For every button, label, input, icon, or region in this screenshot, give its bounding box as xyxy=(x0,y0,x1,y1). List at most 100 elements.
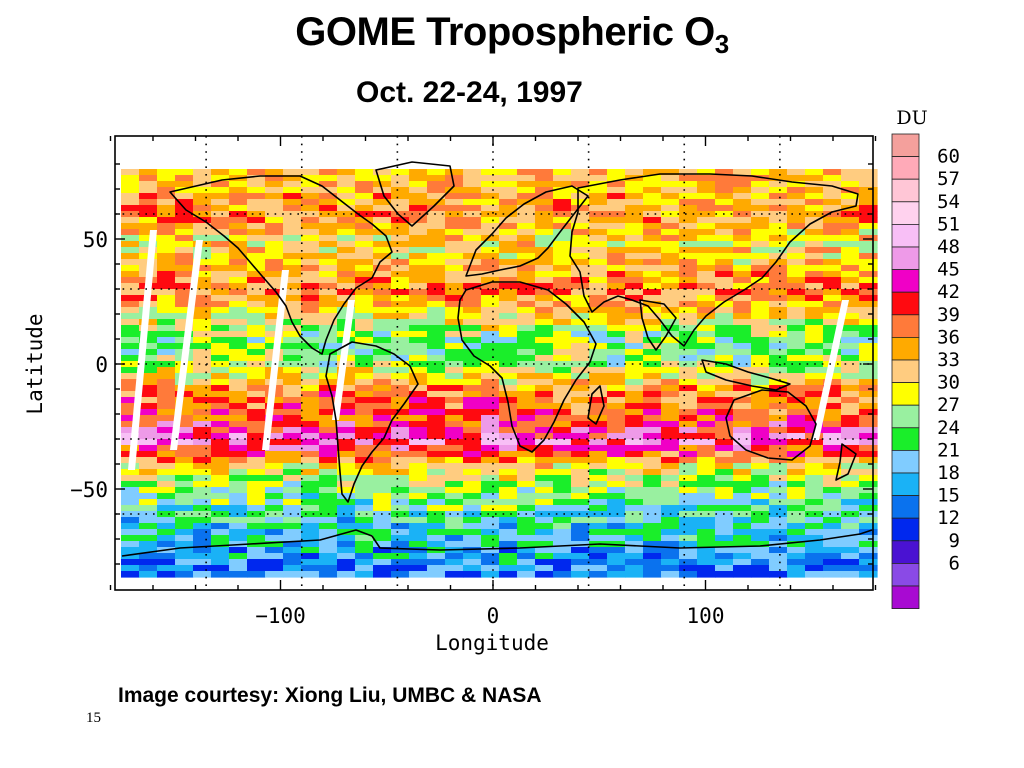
ozone-cell xyxy=(373,343,392,350)
ozone-cell xyxy=(499,505,518,512)
ozone-cell xyxy=(517,439,536,446)
ozone-cell xyxy=(391,559,410,566)
ozone-cell xyxy=(625,331,644,338)
ozone-cell xyxy=(427,259,446,266)
ozone-cell xyxy=(211,235,230,242)
colorbar-swatch xyxy=(891,201,920,225)
ozone-cell xyxy=(337,271,356,278)
ozone-cell xyxy=(607,367,626,374)
ozone-cell xyxy=(733,247,752,254)
ozone-cell xyxy=(391,283,410,290)
ozone-cell xyxy=(193,463,212,470)
ozone-cell xyxy=(265,427,284,434)
ozone-cell xyxy=(751,541,770,548)
ozone-cell xyxy=(625,223,644,230)
ozone-cell xyxy=(391,313,410,320)
ozone-cell xyxy=(319,337,338,344)
ozone-cell xyxy=(211,175,230,182)
ozone-cell xyxy=(283,433,302,440)
ozone-cell xyxy=(607,223,626,230)
ozone-cell xyxy=(229,181,248,188)
ozone-cell xyxy=(247,313,266,320)
ozone-cell xyxy=(607,199,626,206)
ozone-cell xyxy=(193,295,212,302)
ozone-cell xyxy=(679,307,698,314)
ozone-cell xyxy=(247,217,266,224)
ozone-cell xyxy=(571,517,590,524)
ozone-cell xyxy=(427,277,446,284)
ozone-cell xyxy=(733,499,752,506)
ozone-cell xyxy=(499,307,518,314)
ozone-cell xyxy=(643,253,662,260)
ozone-cell xyxy=(427,511,446,518)
ozone-cell xyxy=(193,373,212,380)
ozone-cell xyxy=(391,361,410,368)
ozone-cell xyxy=(355,331,374,338)
ozone-cell xyxy=(211,193,230,200)
ozone-cell xyxy=(679,397,698,404)
ozone-cell xyxy=(841,469,860,476)
ozone-cell xyxy=(283,421,302,428)
ozone-cell xyxy=(553,445,572,452)
ozone-cell xyxy=(301,373,320,380)
ozone-cell xyxy=(373,181,392,188)
ozone-cell xyxy=(643,361,662,368)
ozone-cell xyxy=(319,325,338,332)
ozone-cell xyxy=(319,373,338,380)
ozone-cell xyxy=(265,571,284,578)
ozone-cell xyxy=(769,547,788,554)
ozone-cell xyxy=(139,229,158,236)
ozone-cell xyxy=(589,535,608,542)
ozone-cell xyxy=(823,421,842,428)
ozone-cell xyxy=(535,391,554,398)
ozone-cell xyxy=(301,229,320,236)
ozone-cell xyxy=(355,499,374,506)
ozone-cell xyxy=(121,271,140,278)
ozone-cell xyxy=(229,373,248,380)
ozone-cell xyxy=(823,493,842,500)
colorbar-swatch xyxy=(891,291,920,316)
ozone-cell xyxy=(175,439,194,446)
orbit-gap xyxy=(170,240,203,450)
ozone-cell xyxy=(391,571,410,578)
ozone-cell xyxy=(643,175,662,182)
ozone-cell xyxy=(625,235,644,242)
ozone-cell xyxy=(751,523,770,530)
ozone-cell xyxy=(319,397,338,404)
ozone-cell xyxy=(607,565,626,572)
ozone-cell xyxy=(805,229,824,236)
ozone-cell xyxy=(301,433,320,440)
ozone-cell xyxy=(841,229,860,236)
ozone-cell xyxy=(625,283,644,290)
ozone-cell xyxy=(409,505,428,512)
ozone-cell xyxy=(157,403,176,410)
ozone-cell xyxy=(463,289,482,296)
ozone-cell xyxy=(463,457,482,464)
ozone-cell xyxy=(193,337,212,344)
ozone-cell xyxy=(499,187,518,194)
ozone-cell xyxy=(859,217,878,224)
ozone-cell xyxy=(589,451,608,458)
ozone-cell xyxy=(355,397,374,404)
ozone-cell xyxy=(805,403,824,410)
ozone-cell xyxy=(517,223,536,230)
ozone-cell xyxy=(625,397,644,404)
ozone-cell xyxy=(121,205,140,212)
ozone-cell xyxy=(427,379,446,386)
ozone-cell xyxy=(499,289,518,296)
ozone-cell xyxy=(769,433,788,440)
ozone-cell xyxy=(121,277,140,284)
ozone-cell xyxy=(409,175,428,182)
ozone-cell xyxy=(175,523,194,530)
ozone-cell xyxy=(337,457,356,464)
ozone-cell xyxy=(535,223,554,230)
ozone-cell xyxy=(463,451,482,458)
ozone-cell xyxy=(679,361,698,368)
ozone-cell xyxy=(301,319,320,326)
title-text: GOME Tropospheric O xyxy=(295,10,715,54)
ozone-cell xyxy=(679,391,698,398)
ozone-cell xyxy=(193,433,212,440)
ozone-cell xyxy=(499,331,518,338)
ozone-cell xyxy=(589,289,608,296)
ozone-cell xyxy=(193,553,212,560)
